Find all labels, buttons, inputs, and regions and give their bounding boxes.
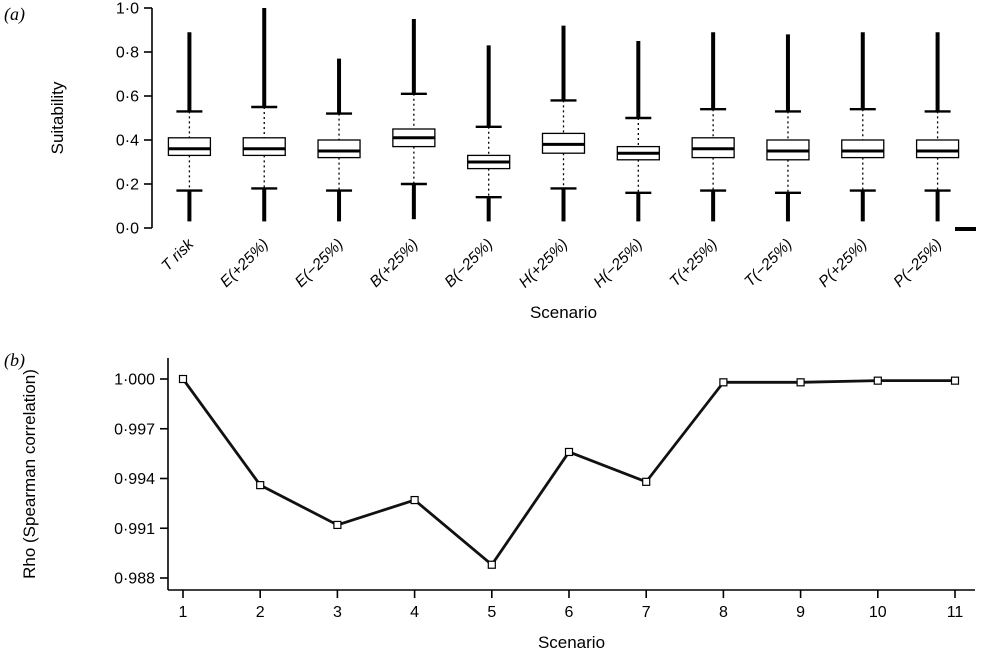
data-point-marker bbox=[950, 376, 960, 385]
x-category-label: H(−25%) bbox=[591, 236, 647, 292]
boxplot-group bbox=[242, 8, 286, 222]
y-tick-label: 0·6 bbox=[116, 89, 139, 106]
x-category-label: P(−25%) bbox=[890, 236, 945, 291]
panel-a-label: (a) bbox=[4, 4, 25, 24]
y-tick-label: 0·991 bbox=[114, 521, 155, 538]
x-category-label: E(+25%) bbox=[217, 236, 272, 291]
y-tick-label: 1·000 bbox=[114, 372, 155, 389]
x-category-label: E(−25%) bbox=[292, 236, 347, 291]
data-point-marker bbox=[873, 376, 882, 385]
x-category-label: H(+25%) bbox=[516, 236, 572, 292]
x-category-label: P(+25%) bbox=[816, 236, 871, 291]
x-tick-label: 7 bbox=[642, 604, 651, 621]
iqr-box bbox=[317, 139, 361, 159]
x-category-label: T risk bbox=[158, 235, 198, 275]
x-tick-label: 3 bbox=[333, 604, 342, 621]
data-point-marker bbox=[487, 560, 496, 569]
boxplot-group bbox=[317, 58, 361, 222]
iqr-box bbox=[242, 137, 286, 157]
x-tick-label: 6 bbox=[565, 604, 574, 621]
data-point-marker bbox=[564, 447, 574, 457]
boxplot-group bbox=[766, 34, 810, 222]
boxplot-group bbox=[541, 25, 586, 222]
data-point-marker bbox=[719, 378, 728, 387]
data-point-marker bbox=[178, 374, 188, 384]
line-chart: 0·988 0·991 0·994 0·997 1·000 1 2 3 4 5 6 7 8 9 10 11 bbox=[114, 358, 975, 621]
data-point-marker bbox=[256, 481, 265, 490]
x-category-label: B(−25%) bbox=[442, 236, 497, 291]
data-point-marker bbox=[410, 495, 419, 505]
x-tick-label: 9 bbox=[796, 604, 805, 621]
y-tick-label: 1·0 bbox=[116, 1, 139, 18]
data-line bbox=[181, 378, 955, 567]
x-tick-label: 2 bbox=[256, 604, 265, 621]
y-tick-label: 0·2 bbox=[116, 177, 139, 194]
iqr-box bbox=[841, 139, 885, 159]
boxplot-group bbox=[392, 19, 436, 220]
boxplot-group bbox=[691, 32, 735, 222]
y-tick-label: 0·4 bbox=[116, 133, 139, 150]
x-tick-label: 5 bbox=[487, 604, 496, 621]
panel-b-label: (b) bbox=[4, 350, 25, 370]
iqr-box bbox=[167, 137, 212, 157]
x-tick-label: 10 bbox=[869, 604, 887, 621]
y-tick-label: 0·8 bbox=[116, 45, 139, 62]
x-tick-label: 8 bbox=[719, 604, 728, 621]
panel-b-x-axis-title: Scenario bbox=[537, 633, 606, 652]
data-point-marker bbox=[333, 520, 342, 530]
boxplot-group bbox=[616, 41, 660, 222]
y-tick-label: 0·997 bbox=[114, 421, 155, 438]
boxplot-group bbox=[841, 32, 885, 222]
boxplot-group bbox=[167, 32, 212, 222]
x-category-label: T(−25%) bbox=[741, 236, 795, 290]
x-category-label: B(+25%) bbox=[367, 236, 422, 291]
x-tick-label: 1 bbox=[179, 604, 188, 621]
panel-a-x-axis-title: Scenario bbox=[529, 303, 598, 322]
y-tick-label: 0·0 bbox=[116, 221, 139, 238]
boxplot-chart: 0·0 0·2 0·4 0·6 0·8 1·0 T risk E(+25%) E(−25%) B(… bbox=[116, 1, 976, 292]
iqr-box bbox=[915, 139, 960, 159]
data-point-marker bbox=[642, 477, 651, 486]
y-tick-label: 0·988 bbox=[114, 571, 155, 588]
x-tick-label: 4 bbox=[410, 604, 419, 621]
boxplot-group bbox=[467, 45, 511, 222]
y-tick-label: 0·994 bbox=[114, 471, 155, 488]
x-tick-label: 11 bbox=[947, 604, 964, 621]
boxplot-group bbox=[915, 32, 960, 222]
data-point-marker bbox=[796, 378, 805, 387]
x-category-label: T(+25%) bbox=[667, 236, 721, 290]
